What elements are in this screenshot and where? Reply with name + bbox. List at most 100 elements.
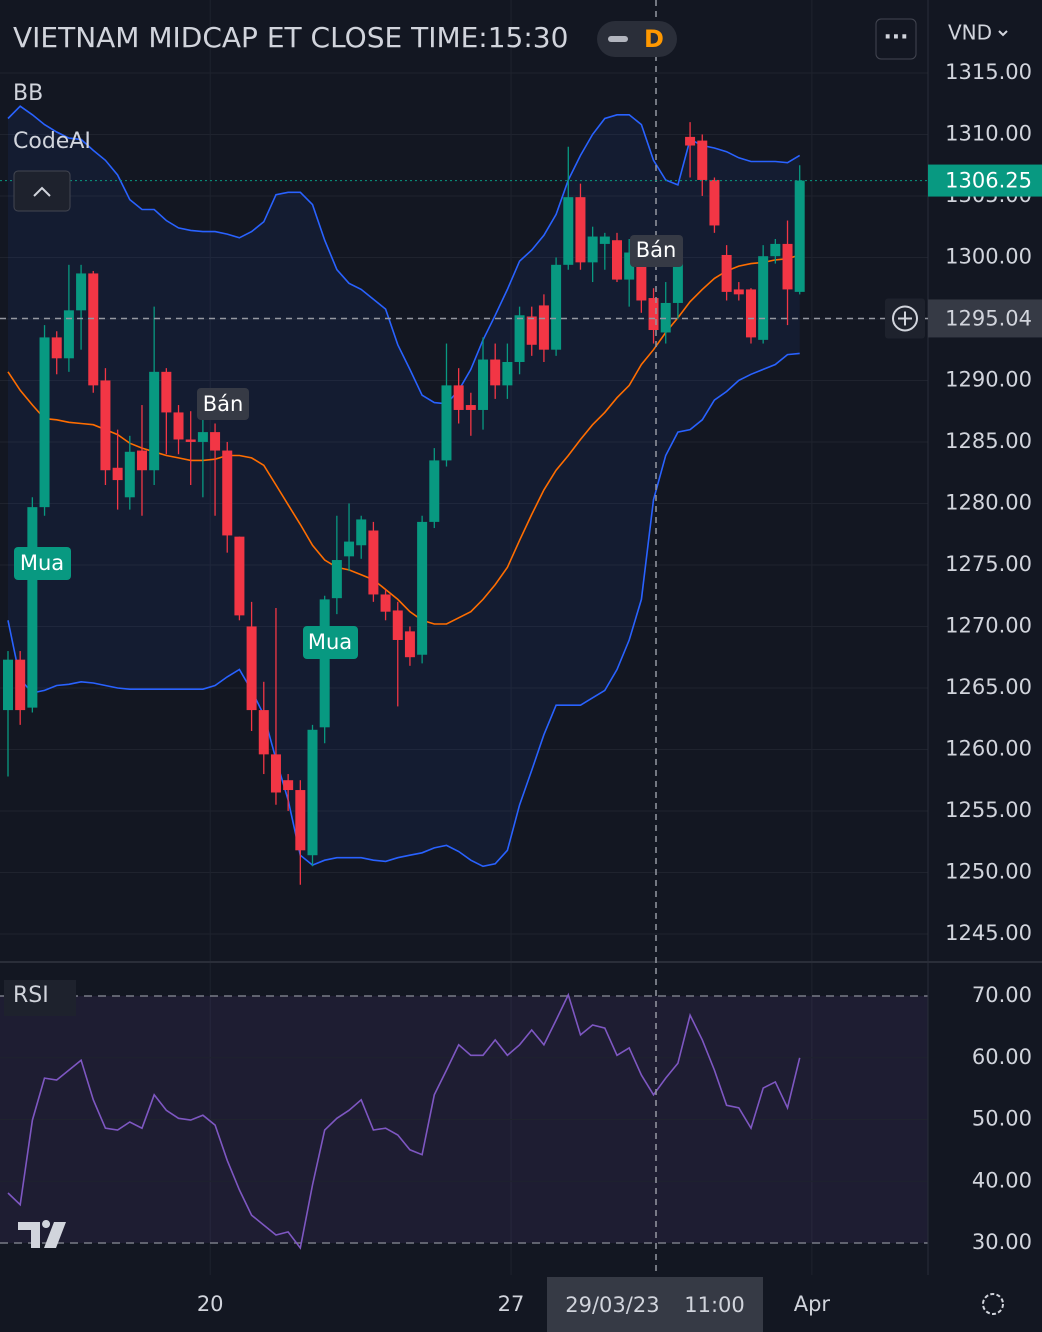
candle-body	[319, 599, 330, 728]
candle-body	[587, 236, 598, 263]
candle-body	[197, 432, 208, 442]
candle-body	[758, 256, 769, 340]
candle-body	[538, 305, 549, 350]
indicator-bb: BB	[13, 81, 43, 106]
candle-body	[429, 460, 440, 522]
candle-body	[295, 790, 306, 851]
candle-body	[210, 432, 221, 451]
candle-body	[39, 337, 50, 508]
buy-label: Mua	[308, 630, 352, 654]
y-tick-label: 1315.00	[945, 60, 1032, 84]
crosshair-add-plus	[898, 311, 912, 326]
candle-body	[3, 659, 13, 711]
interval-pill[interactable]	[597, 21, 677, 57]
candle-body	[270, 754, 281, 793]
crosshair-time: 29/03/23 11:00	[565, 1293, 745, 1317]
rsi-legend-bg	[4, 980, 76, 1016]
crosshair-add-icon	[892, 305, 918, 332]
y-tick-label: 30.00	[972, 1230, 1032, 1254]
candle-body	[15, 659, 26, 711]
logo	[18, 1220, 66, 1248]
candle-body	[368, 530, 379, 595]
y-tick-label: 1310.00	[945, 121, 1032, 145]
buy-label: Mua	[20, 551, 64, 575]
candle-body	[246, 626, 257, 711]
candle-body	[465, 405, 476, 410]
buy-signal	[14, 547, 71, 580]
indicator-rsi: RSI	[13, 983, 49, 1008]
candle-body	[63, 310, 74, 359]
x-tick-label: Apr	[794, 1292, 831, 1316]
y-tick-label: 40.00	[972, 1168, 1032, 1192]
candle-body	[112, 467, 123, 481]
candle-body	[502, 361, 513, 386]
candle-body	[672, 263, 683, 303]
pill-icon	[608, 36, 628, 42]
candle-body	[88, 273, 99, 386]
candle-body	[514, 315, 525, 362]
more-icon: ···	[883, 25, 908, 50]
candle-body	[709, 179, 720, 226]
collapse-button[interactable]	[13, 170, 71, 212]
candle-body	[344, 541, 355, 557]
settings-icon[interactable]	[982, 1293, 1004, 1315]
candle-body	[149, 371, 160, 471]
last-price-label: 1306.25	[945, 169, 1032, 193]
candle-body	[551, 264, 562, 350]
candle-body	[27, 507, 38, 708]
y-tick-label: 1290.00	[945, 367, 1032, 391]
candle-body	[624, 252, 635, 280]
y-tick-label: 1255.00	[945, 798, 1032, 822]
candle-body	[307, 729, 318, 856]
x-tick-label: 20	[197, 1292, 224, 1316]
candle-body	[575, 197, 586, 263]
y-tick-label: 70.00	[972, 983, 1032, 1007]
y-tick-label: 1285.00	[945, 429, 1032, 453]
sell-label: Bán	[203, 392, 244, 416]
y-tick-label: 1250.00	[945, 859, 1032, 883]
candle-body	[612, 240, 622, 280]
overlay-line	[7, 105, 801, 405]
more-button[interactable]	[875, 18, 917, 60]
band-fill	[8, 106, 800, 867]
last-price-box	[928, 164, 1042, 197]
candle-body	[770, 243, 781, 257]
candle-body	[599, 236, 610, 244]
chart-title: VIETNAM MIDCAP ET CLOSE TIME:15:30	[13, 21, 568, 54]
y-tick-label: 1275.00	[945, 552, 1032, 576]
candle-body	[356, 519, 367, 546]
candle-body	[380, 594, 391, 612]
y-tick-label: 1265.00	[945, 675, 1032, 699]
candle-body	[404, 631, 415, 658]
y-tick-label: 50.00	[972, 1107, 1032, 1131]
candle-body	[441, 385, 452, 461]
candle-body	[185, 439, 196, 442]
overlay-line	[7, 352, 800, 868]
y-tick-label: 1245.00	[945, 921, 1032, 945]
y-tick-label: 1270.00	[945, 613, 1032, 637]
sell-signal	[197, 388, 249, 420]
y-tick-label: 1260.00	[945, 736, 1032, 760]
candle-body	[563, 197, 574, 265]
candle-body	[685, 136, 696, 146]
currency[interactable]: VND	[948, 21, 992, 45]
candle-body	[648, 298, 659, 331]
candle-body	[222, 450, 233, 536]
sell-signal	[630, 235, 683, 267]
y-tick-label: 1280.00	[945, 490, 1032, 514]
candle-body	[124, 451, 135, 498]
buy-signal	[303, 626, 358, 659]
candle-body	[51, 337, 62, 359]
currency-chevron	[998, 30, 1008, 37]
candle-body	[392, 610, 403, 640]
candle-body	[697, 140, 708, 180]
candle-body	[258, 710, 269, 755]
crosshair-price-box	[928, 299, 1042, 338]
collapse-icon	[33, 186, 51, 197]
crosshair-time-box	[547, 1277, 763, 1332]
interval: D	[644, 25, 664, 53]
candle-body	[636, 252, 647, 301]
x-tick-label: 27	[498, 1292, 525, 1316]
candle-body	[161, 371, 172, 413]
